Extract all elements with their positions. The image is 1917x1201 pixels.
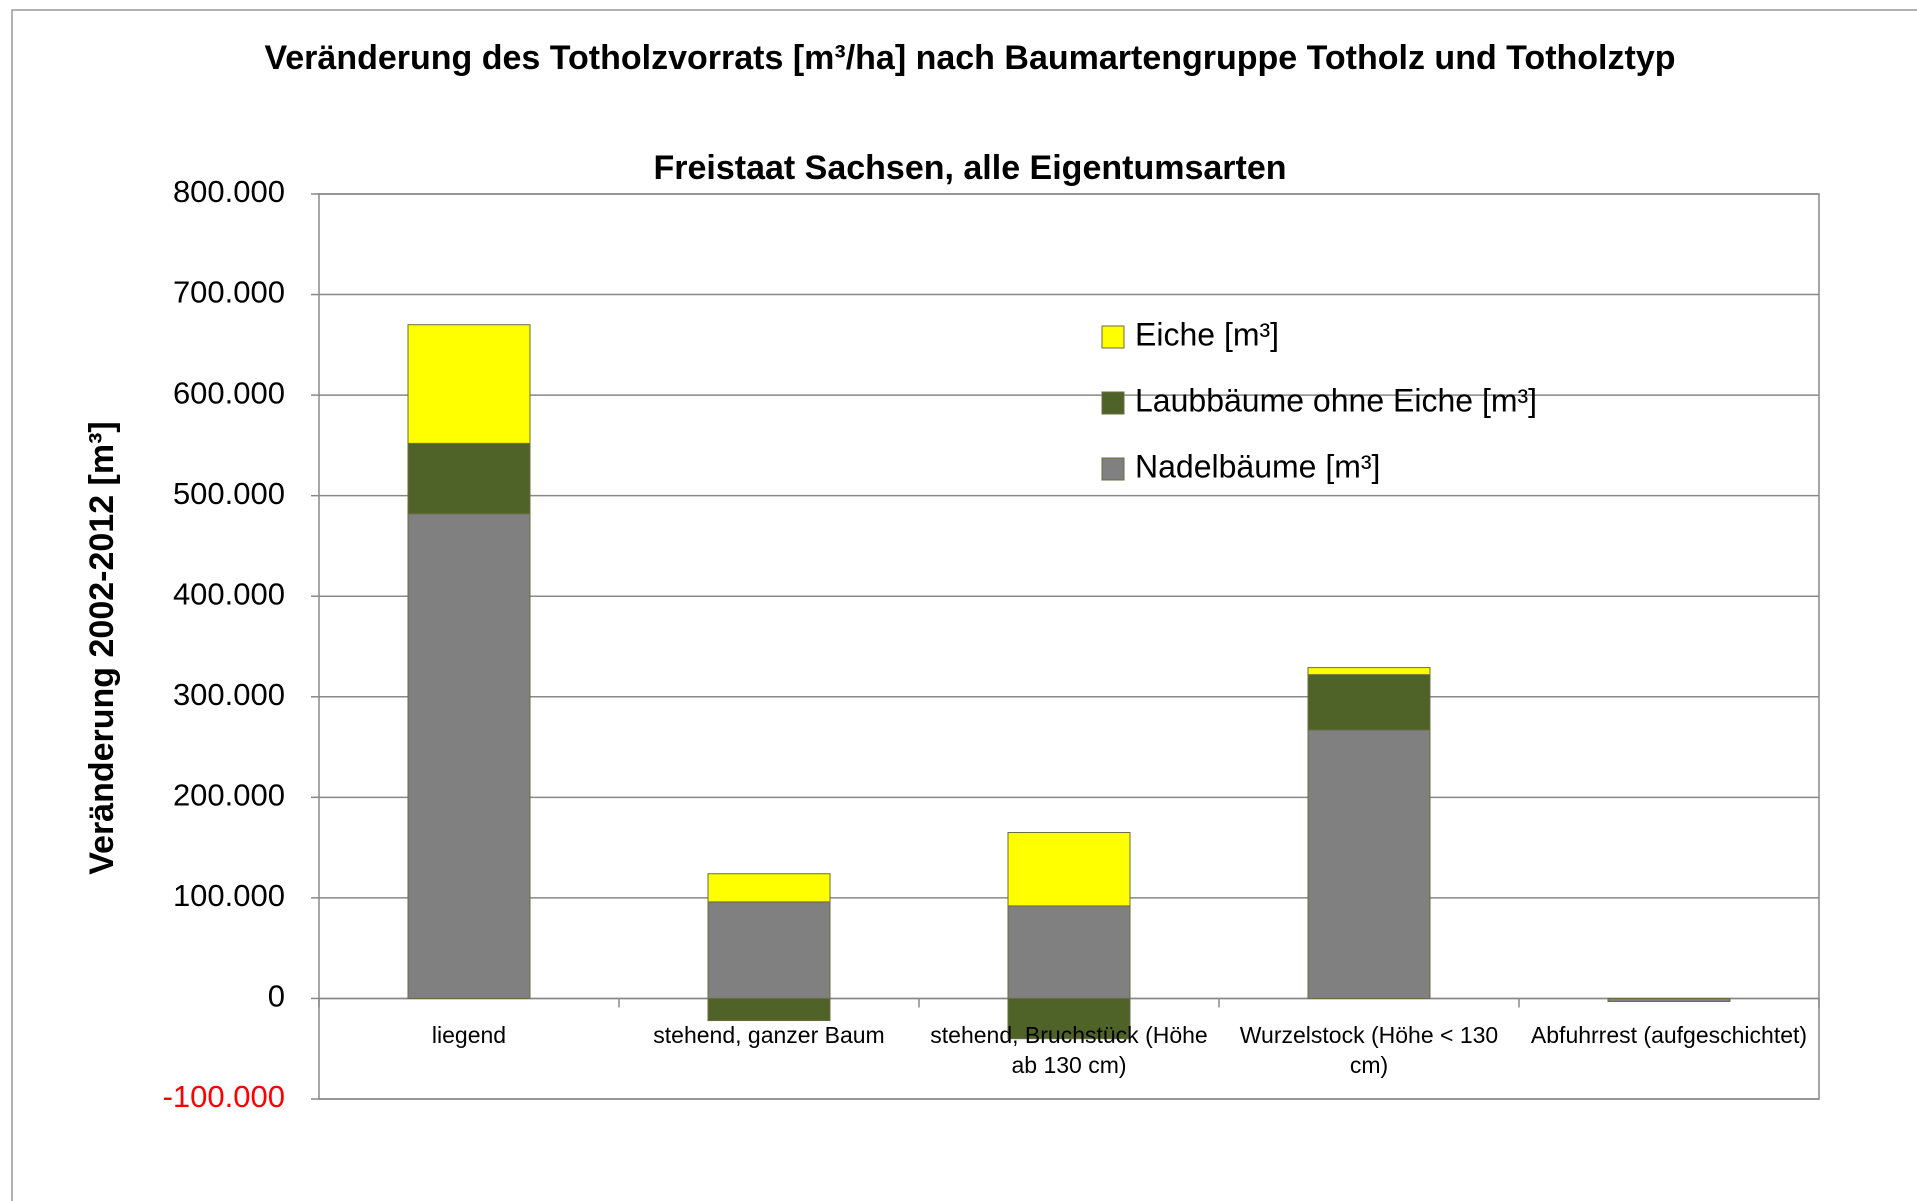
- chart-subtitle: Freistaat Sachsen, alle Eigentumsarten: [653, 149, 1287, 187]
- y-tick-label: 0: [268, 979, 285, 1014]
- y-tick-label: 500.000: [173, 476, 285, 511]
- bar-segment: [707, 873, 831, 903]
- bar-segment: [407, 442, 531, 515]
- y-tick-label: 700.000: [173, 275, 285, 310]
- x-tick-label: Abfuhrrest (aufgeschichtet): [1530, 1022, 1808, 1049]
- x-tick-label: Wurzelstock (Höhe < 130 cm): [1239, 1022, 1499, 1079]
- y-tick-label: 200.000: [173, 778, 285, 813]
- bar-segment: [407, 324, 531, 444]
- bar-segment: [1007, 832, 1131, 907]
- bar-segment: [1007, 905, 1131, 999]
- y-tick-label: 600.000: [173, 375, 285, 410]
- bar-segment: [707, 997, 831, 1022]
- legend-swatch: [1101, 391, 1125, 415]
- bar-segment: [1307, 729, 1431, 999]
- legend-swatch: [1101, 457, 1125, 481]
- legend-label: Nadelbäume [m³]: [1135, 448, 1380, 484]
- x-tick-label: stehend, Bruchstück (Höhe ab 130 cm): [930, 1022, 1208, 1079]
- y-tick-label: -100.000: [163, 1079, 285, 1114]
- legend-label: Laubbäume ohne Eiche [m³]: [1135, 382, 1537, 418]
- x-tick-label: liegend: [431, 1022, 507, 1049]
- chart-title: Veränderung des Totholzvorrats [m³/ha] n…: [264, 39, 1676, 77]
- y-tick-label: 400.000: [173, 576, 285, 611]
- legend-swatch: [1101, 325, 1125, 349]
- bar-segment: [1307, 674, 1431, 731]
- bar-segment: [1607, 997, 1731, 1002]
- bar-segment: [407, 513, 531, 999]
- bar-segment: [707, 901, 831, 999]
- x-tick-label: stehend, ganzer Baum: [653, 1022, 885, 1049]
- y-tick-label: 800.000: [173, 174, 285, 209]
- bar-segment: [1007, 997, 1131, 1040]
- y-axis-label: Veränderung 2002-2012 [m³]: [83, 421, 121, 875]
- legend-label: Eiche [m³]: [1135, 316, 1279, 352]
- y-tick-label: 100.000: [173, 878, 285, 913]
- bar-segment: [1307, 667, 1431, 676]
- y-tick-label: 300.000: [173, 677, 285, 712]
- chart-border: [11, 9, 1917, 1201]
